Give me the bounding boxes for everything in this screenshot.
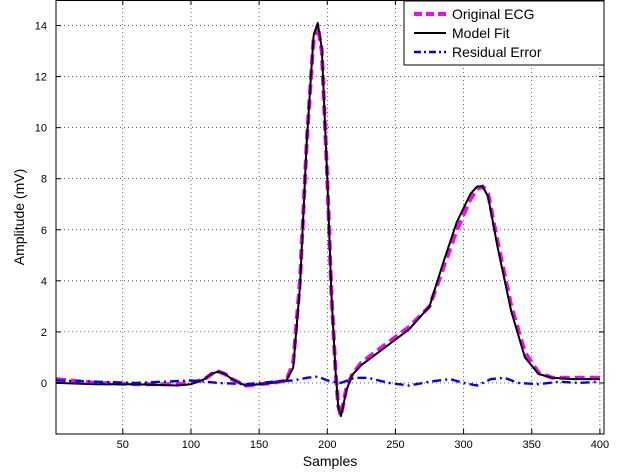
y-tick-label: 0: [41, 378, 47, 390]
legend-label-model-fit: Model Fit: [452, 25, 510, 41]
series-line-model-fit: [55, 22, 600, 418]
x-tick-label: 150: [250, 439, 268, 451]
series-line-residual-error: [55, 375, 600, 387]
grid: [56, 0, 604, 434]
y-tick-label: 10: [35, 123, 47, 135]
x-tick-label: 50: [117, 439, 129, 451]
plot-series: [55, 22, 600, 419]
x-tick-label: 300: [454, 439, 472, 451]
x-tick-label: 350: [523, 439, 541, 451]
y-tick-label: 4: [41, 276, 47, 288]
x-tick-label: 400: [591, 439, 609, 451]
y-tick-label: 2: [41, 327, 47, 339]
y-axis-label: Amplitude (mV): [11, 169, 27, 265]
x-tick-label: 250: [386, 439, 404, 451]
legend: Original ECG Model Fit Residual Error: [403, 0, 605, 66]
y-tick-label: 12: [35, 72, 47, 84]
plot-frame: [55, 0, 605, 435]
y-tick-label: 14: [35, 21, 47, 33]
x-tick-label: 200: [318, 439, 336, 451]
x-axis-label: Samples: [303, 453, 357, 469]
legend-label-original-ecg: Original ECG: [452, 6, 534, 22]
legend-label-residual-error: Residual Error: [452, 44, 542, 60]
y-tick-label: 6: [41, 225, 47, 237]
x-tick-label: 100: [182, 439, 200, 451]
y-tick-label: 8: [41, 174, 47, 186]
axis-ticks: 50 100 150 200 250 300 350 400 0 2 4 6 8 10 12 14: [35, 0, 609, 451]
